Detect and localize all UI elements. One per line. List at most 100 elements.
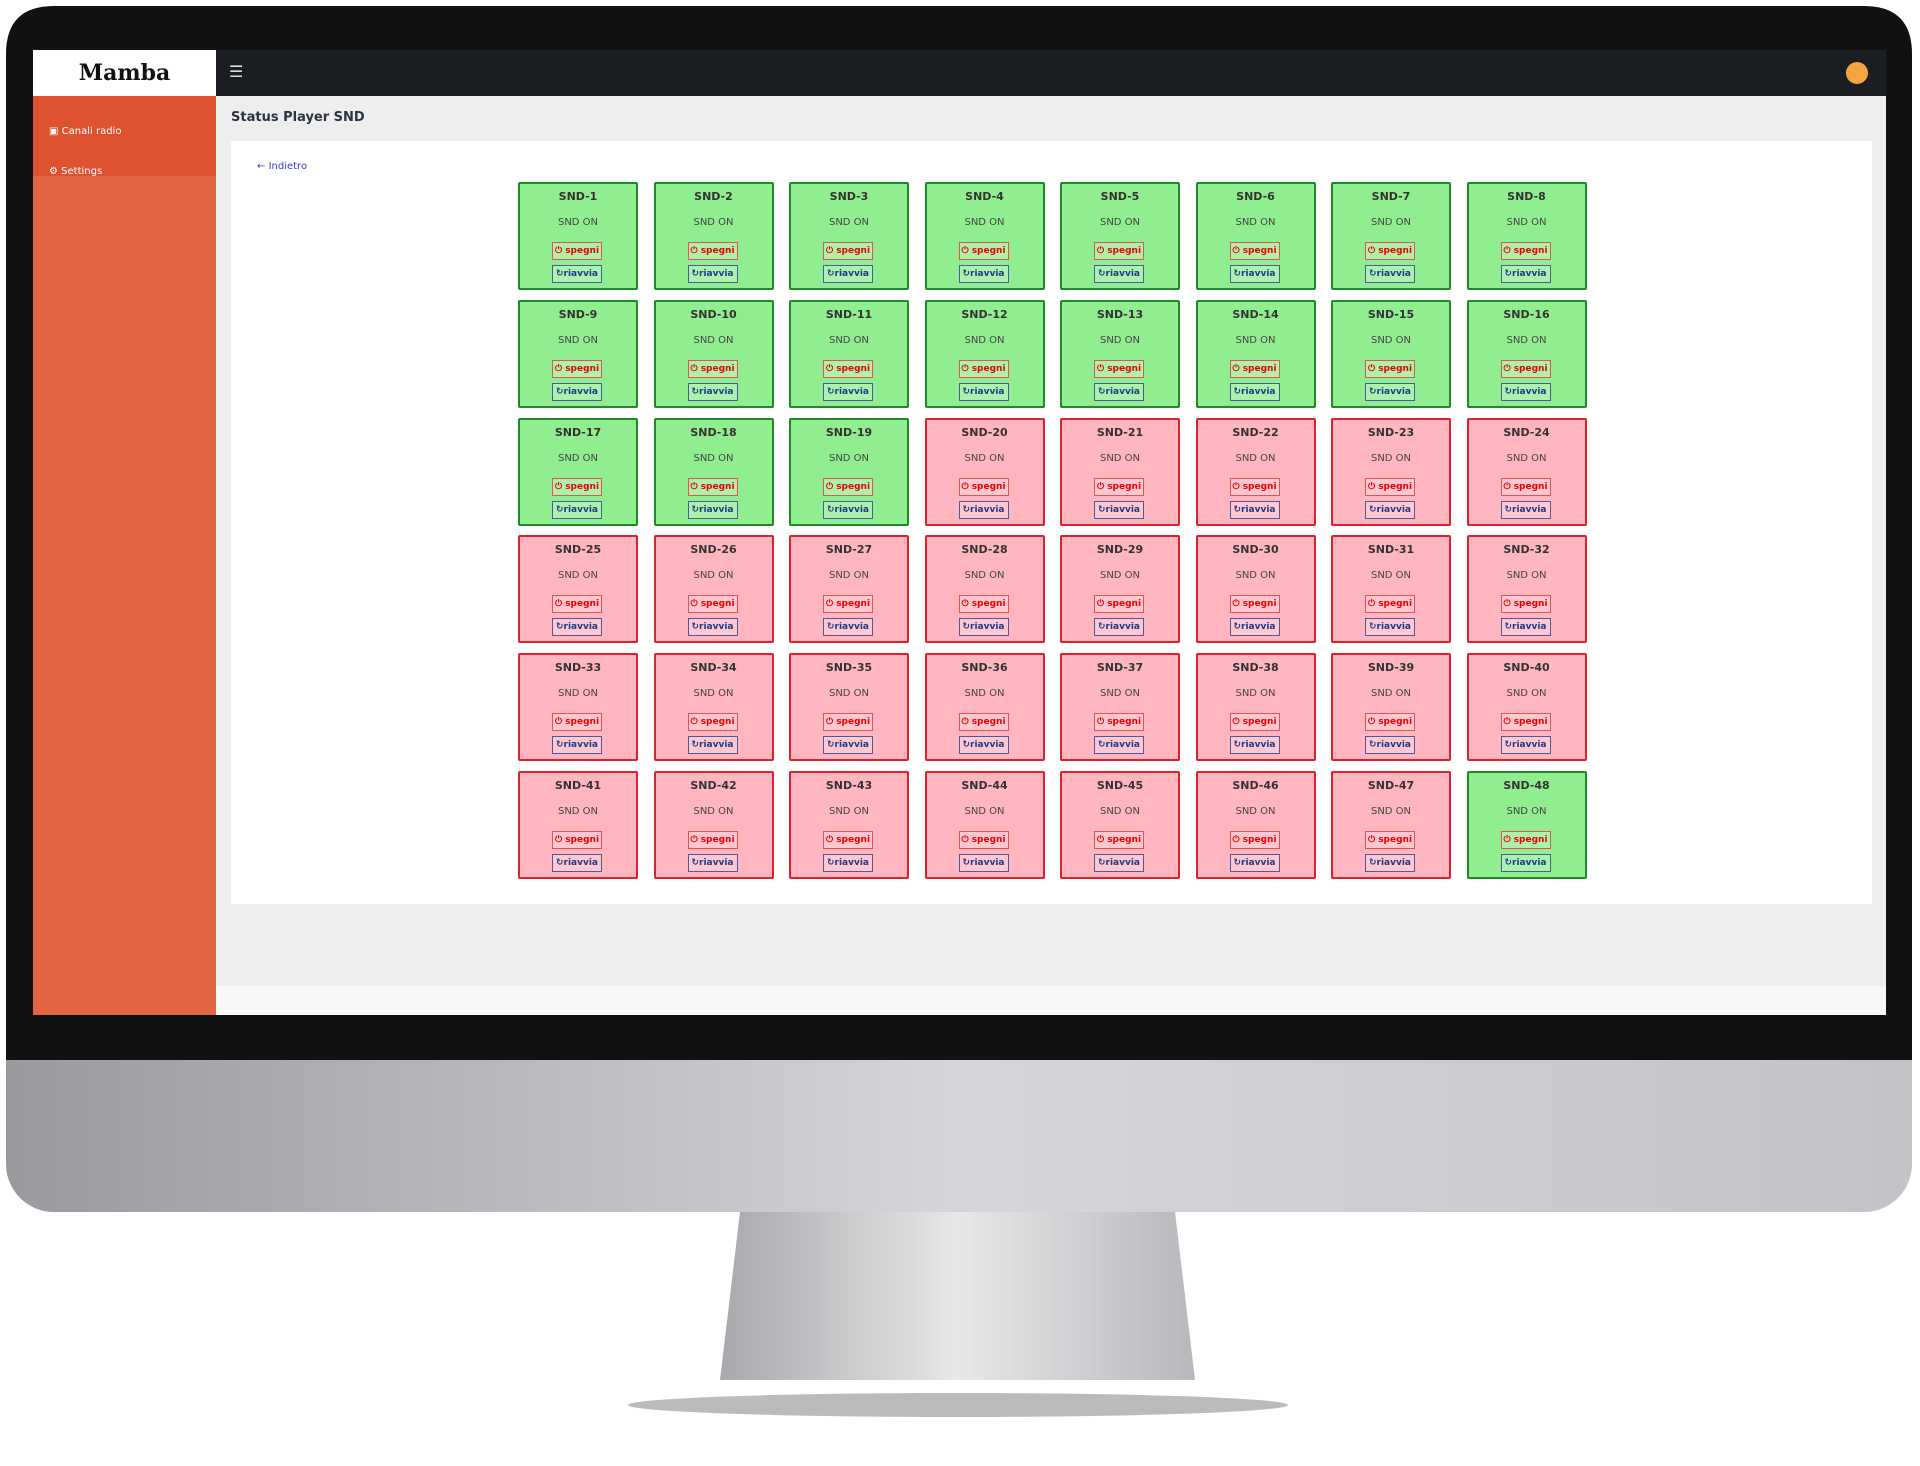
off-button[interactable]: ⏻ spegni [687, 713, 738, 732]
restart-button[interactable]: ↻riavvia [552, 854, 602, 872]
back-link[interactable]: ← Indietro [257, 161, 308, 172]
sidebar-item[interactable]: ⚙ Settings [49, 166, 103, 177]
restart-button[interactable]: ↻riavvia [823, 854, 873, 872]
restart-button[interactable]: ↻riavvia [1365, 382, 1415, 401]
restart-button[interactable]: ↻riavvia [1365, 736, 1415, 755]
off-button[interactable]: ⏻ spegni [1500, 242, 1551, 260]
restart-button[interactable]: ↻riavvia [552, 265, 602, 283]
restart-button[interactable]: ↻riavvia [1094, 500, 1144, 519]
off-button[interactable]: ⏻ spegni [958, 477, 1009, 496]
off-button[interactable]: ⏻ spegni [1229, 242, 1280, 260]
restart-button[interactable]: ↻riavvia [958, 854, 1009, 872]
off-button[interactable]: ⏻ spegni [958, 242, 1009, 260]
off-button[interactable]: ⏻ spegni [552, 359, 602, 378]
menu-toggle[interactable]: ☰ [229, 62, 244, 81]
restart-button[interactable]: ↻riavvia [1229, 265, 1280, 283]
off-button[interactable]: ⏻ spegni [1094, 242, 1144, 260]
off-button[interactable]: ⏻ spegni [1365, 359, 1415, 378]
restart-button[interactable]: ↻riavvia [823, 265, 873, 283]
restart-button[interactable]: ↻riavvia [552, 736, 602, 755]
restart-button[interactable]: ↻riavvia [1094, 265, 1144, 283]
off-button[interactable]: ⏻ spegni [958, 359, 1009, 378]
restart-button[interactable]: ↻riavvia [1094, 854, 1144, 872]
off-button[interactable]: ⏻ spegni [958, 713, 1009, 732]
off-button[interactable]: ⏻ spegni [1094, 713, 1144, 732]
restart-button[interactable]: ↻riavvia [687, 854, 738, 872]
restart-button[interactable]: ↻riavvia [1365, 854, 1415, 872]
off-button[interactable]: ⏻ spegni [1094, 359, 1144, 378]
off-button[interactable]: ⏻ spegni [823, 713, 873, 732]
off-button[interactable]: ⏻ spegni [552, 831, 602, 849]
restart-button[interactable]: ↻riavvia [958, 736, 1009, 755]
off-button[interactable]: ⏻ spegni [687, 595, 738, 614]
off-button[interactable]: ⏻ spegni [823, 477, 873, 496]
restart-button[interactable]: ↻riavvia [823, 618, 873, 637]
off-button[interactable]: ⏻ spegni [1094, 595, 1144, 614]
restart-button[interactable]: ↻riavvia [958, 500, 1009, 519]
off-button[interactable]: ⏻ spegni [552, 713, 602, 732]
restart-button[interactable]: ↻riavvia [687, 265, 738, 283]
restart-button[interactable]: ↻riavvia [1365, 618, 1415, 637]
off-button[interactable]: ⏻ spegni [958, 595, 1009, 614]
off-button[interactable]: ⏻ spegni [1500, 359, 1551, 378]
restart-button[interactable]: ↻riavvia [958, 265, 1009, 283]
off-button[interactable]: ⏻ spegni [823, 595, 873, 614]
restart-button[interactable]: ↻riavvia [1229, 618, 1280, 637]
off-button[interactable]: ⏻ spegni [1229, 359, 1280, 378]
restart-button[interactable]: ↻riavvia [1229, 500, 1280, 519]
off-button[interactable]: ⏻ spegni [687, 831, 738, 849]
restart-button[interactable]: ↻riavvia [1500, 500, 1551, 519]
avatar[interactable] [1846, 62, 1868, 84]
off-button[interactable]: ⏻ spegni [823, 242, 873, 260]
restart-button[interactable]: ↻riavvia [823, 382, 873, 401]
off-button[interactable]: ⏻ spegni [687, 242, 738, 260]
off-button[interactable]: ⏻ spegni [1365, 595, 1415, 614]
restart-button[interactable]: ↻riavvia [687, 382, 738, 401]
restart-button[interactable]: ↻riavvia [823, 500, 873, 519]
restart-button[interactable]: ↻riavvia [552, 618, 602, 637]
restart-button[interactable]: ↻riavvia [552, 382, 602, 401]
off-button[interactable]: ⏻ spegni [1500, 713, 1551, 732]
off-button[interactable]: ⏻ spegni [552, 477, 602, 496]
restart-button[interactable]: ↻riavvia [552, 500, 602, 519]
restart-button[interactable]: ↻riavvia [1229, 736, 1280, 755]
off-button[interactable]: ⏻ spegni [958, 831, 1009, 849]
off-button[interactable]: ⏻ spegni [823, 359, 873, 378]
off-button[interactable]: ⏻ spegni [823, 831, 873, 849]
off-button[interactable]: ⏻ spegni [1094, 831, 1144, 849]
restart-button[interactable]: ↻riavvia [1094, 618, 1144, 637]
off-button[interactable]: ⏻ spegni [1229, 831, 1280, 849]
off-button[interactable]: ⏻ spegni [687, 359, 738, 378]
logo[interactable]: Mamba [33, 50, 216, 96]
restart-button[interactable]: ↻riavvia [687, 736, 738, 755]
restart-button[interactable]: ↻riavvia [1500, 854, 1551, 872]
off-button[interactable]: ⏻ spegni [1094, 477, 1144, 496]
restart-button[interactable]: ↻riavvia [1229, 382, 1280, 401]
off-button[interactable]: ⏻ spegni [552, 595, 602, 614]
restart-button[interactable]: ↻riavvia [1500, 265, 1551, 283]
off-button[interactable]: ⏻ spegni [1229, 595, 1280, 614]
off-button[interactable]: ⏻ spegni [1365, 242, 1415, 260]
restart-button[interactable]: ↻riavvia [1365, 500, 1415, 519]
restart-button[interactable]: ↻riavvia [1229, 854, 1280, 872]
restart-button[interactable]: ↻riavvia [958, 618, 1009, 637]
off-button[interactable]: ⏻ spegni [1365, 477, 1415, 496]
off-button[interactable]: ⏻ spegni [1229, 477, 1280, 496]
off-button[interactable]: ⏻ spegni [1229, 713, 1280, 732]
restart-button[interactable]: ↻riavvia [1365, 265, 1415, 283]
off-button[interactable]: ⏻ spegni [1500, 595, 1551, 614]
restart-button[interactable]: ↻riavvia [687, 618, 738, 637]
off-button[interactable]: ⏻ spegni [552, 242, 602, 260]
restart-button[interactable]: ↻riavvia [1500, 736, 1551, 755]
restart-button[interactable]: ↻riavvia [1500, 618, 1551, 637]
off-button[interactable]: ⏻ spegni [1500, 831, 1551, 849]
off-button[interactable]: ⏻ spegni [1365, 713, 1415, 732]
off-button[interactable]: ⏻ spegni [687, 477, 738, 496]
restart-button[interactable]: ↻riavvia [823, 736, 873, 755]
sidebar-item[interactable]: ▣ Canali radio [49, 126, 122, 137]
restart-button[interactable]: ↻riavvia [958, 382, 1009, 401]
off-button[interactable]: ⏻ spegni [1365, 831, 1415, 849]
restart-button[interactable]: ↻riavvia [1094, 382, 1144, 401]
off-button[interactable]: ⏻ spegni [1500, 477, 1551, 496]
restart-button[interactable]: ↻riavvia [1500, 382, 1551, 401]
